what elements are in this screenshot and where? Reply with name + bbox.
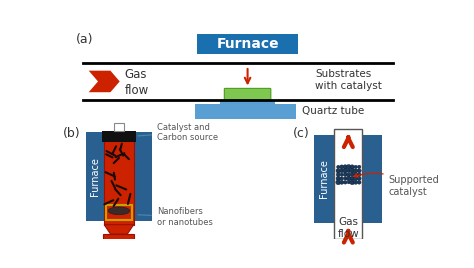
Circle shape	[337, 165, 340, 169]
FancyBboxPatch shape	[102, 131, 136, 142]
Circle shape	[336, 176, 340, 181]
Circle shape	[343, 169, 347, 173]
Circle shape	[357, 177, 361, 180]
FancyBboxPatch shape	[113, 123, 124, 131]
Circle shape	[357, 180, 361, 184]
Text: Nanofibers
or nanotubes: Nanofibers or nanotubes	[138, 207, 213, 227]
FancyBboxPatch shape	[334, 129, 362, 239]
Circle shape	[350, 168, 355, 173]
Circle shape	[344, 177, 347, 180]
Text: Gas
flow: Gas flow	[124, 68, 149, 97]
Circle shape	[354, 180, 358, 184]
Circle shape	[336, 173, 340, 177]
FancyBboxPatch shape	[197, 34, 298, 54]
FancyBboxPatch shape	[195, 104, 296, 119]
Circle shape	[354, 172, 358, 177]
Circle shape	[343, 165, 347, 169]
Circle shape	[350, 180, 355, 185]
FancyBboxPatch shape	[103, 234, 135, 240]
Text: (a): (a)	[76, 33, 94, 46]
Circle shape	[350, 165, 354, 169]
FancyBboxPatch shape	[104, 136, 134, 225]
Circle shape	[340, 177, 344, 180]
Circle shape	[343, 173, 347, 177]
Text: Supported
catalyst: Supported catalyst	[354, 173, 439, 197]
Text: Furnace: Furnace	[90, 157, 100, 196]
Circle shape	[354, 176, 358, 181]
Circle shape	[336, 180, 341, 185]
FancyBboxPatch shape	[224, 88, 271, 101]
Text: Substrates
with catalyst: Substrates with catalyst	[315, 69, 382, 91]
Circle shape	[350, 173, 354, 176]
Circle shape	[357, 173, 361, 177]
Circle shape	[347, 169, 350, 173]
Text: Quartz tube: Quartz tube	[302, 106, 364, 117]
Text: Gas
flow: Gas flow	[337, 217, 359, 239]
Circle shape	[346, 165, 351, 169]
Circle shape	[336, 169, 340, 173]
Circle shape	[354, 169, 358, 173]
Polygon shape	[104, 225, 134, 234]
FancyBboxPatch shape	[219, 100, 275, 106]
Circle shape	[340, 180, 344, 184]
Circle shape	[350, 176, 354, 181]
Circle shape	[357, 165, 361, 169]
FancyBboxPatch shape	[362, 135, 383, 223]
Text: (c): (c)	[293, 127, 310, 140]
Text: (b): (b)	[63, 127, 81, 140]
FancyBboxPatch shape	[86, 132, 104, 221]
Circle shape	[346, 176, 351, 181]
Circle shape	[340, 165, 344, 169]
FancyBboxPatch shape	[314, 135, 334, 223]
Circle shape	[354, 165, 357, 169]
Text: Furnace: Furnace	[319, 159, 329, 198]
Ellipse shape	[108, 207, 130, 215]
Circle shape	[347, 181, 350, 184]
Polygon shape	[89, 71, 120, 92]
Text: Catalyst and
Carbon source: Catalyst and Carbon source	[138, 122, 218, 142]
Circle shape	[343, 181, 347, 184]
FancyBboxPatch shape	[134, 132, 152, 221]
Circle shape	[340, 169, 344, 173]
Circle shape	[357, 169, 361, 173]
Circle shape	[347, 173, 351, 177]
Text: Furnace: Furnace	[216, 37, 279, 51]
Circle shape	[340, 173, 343, 176]
